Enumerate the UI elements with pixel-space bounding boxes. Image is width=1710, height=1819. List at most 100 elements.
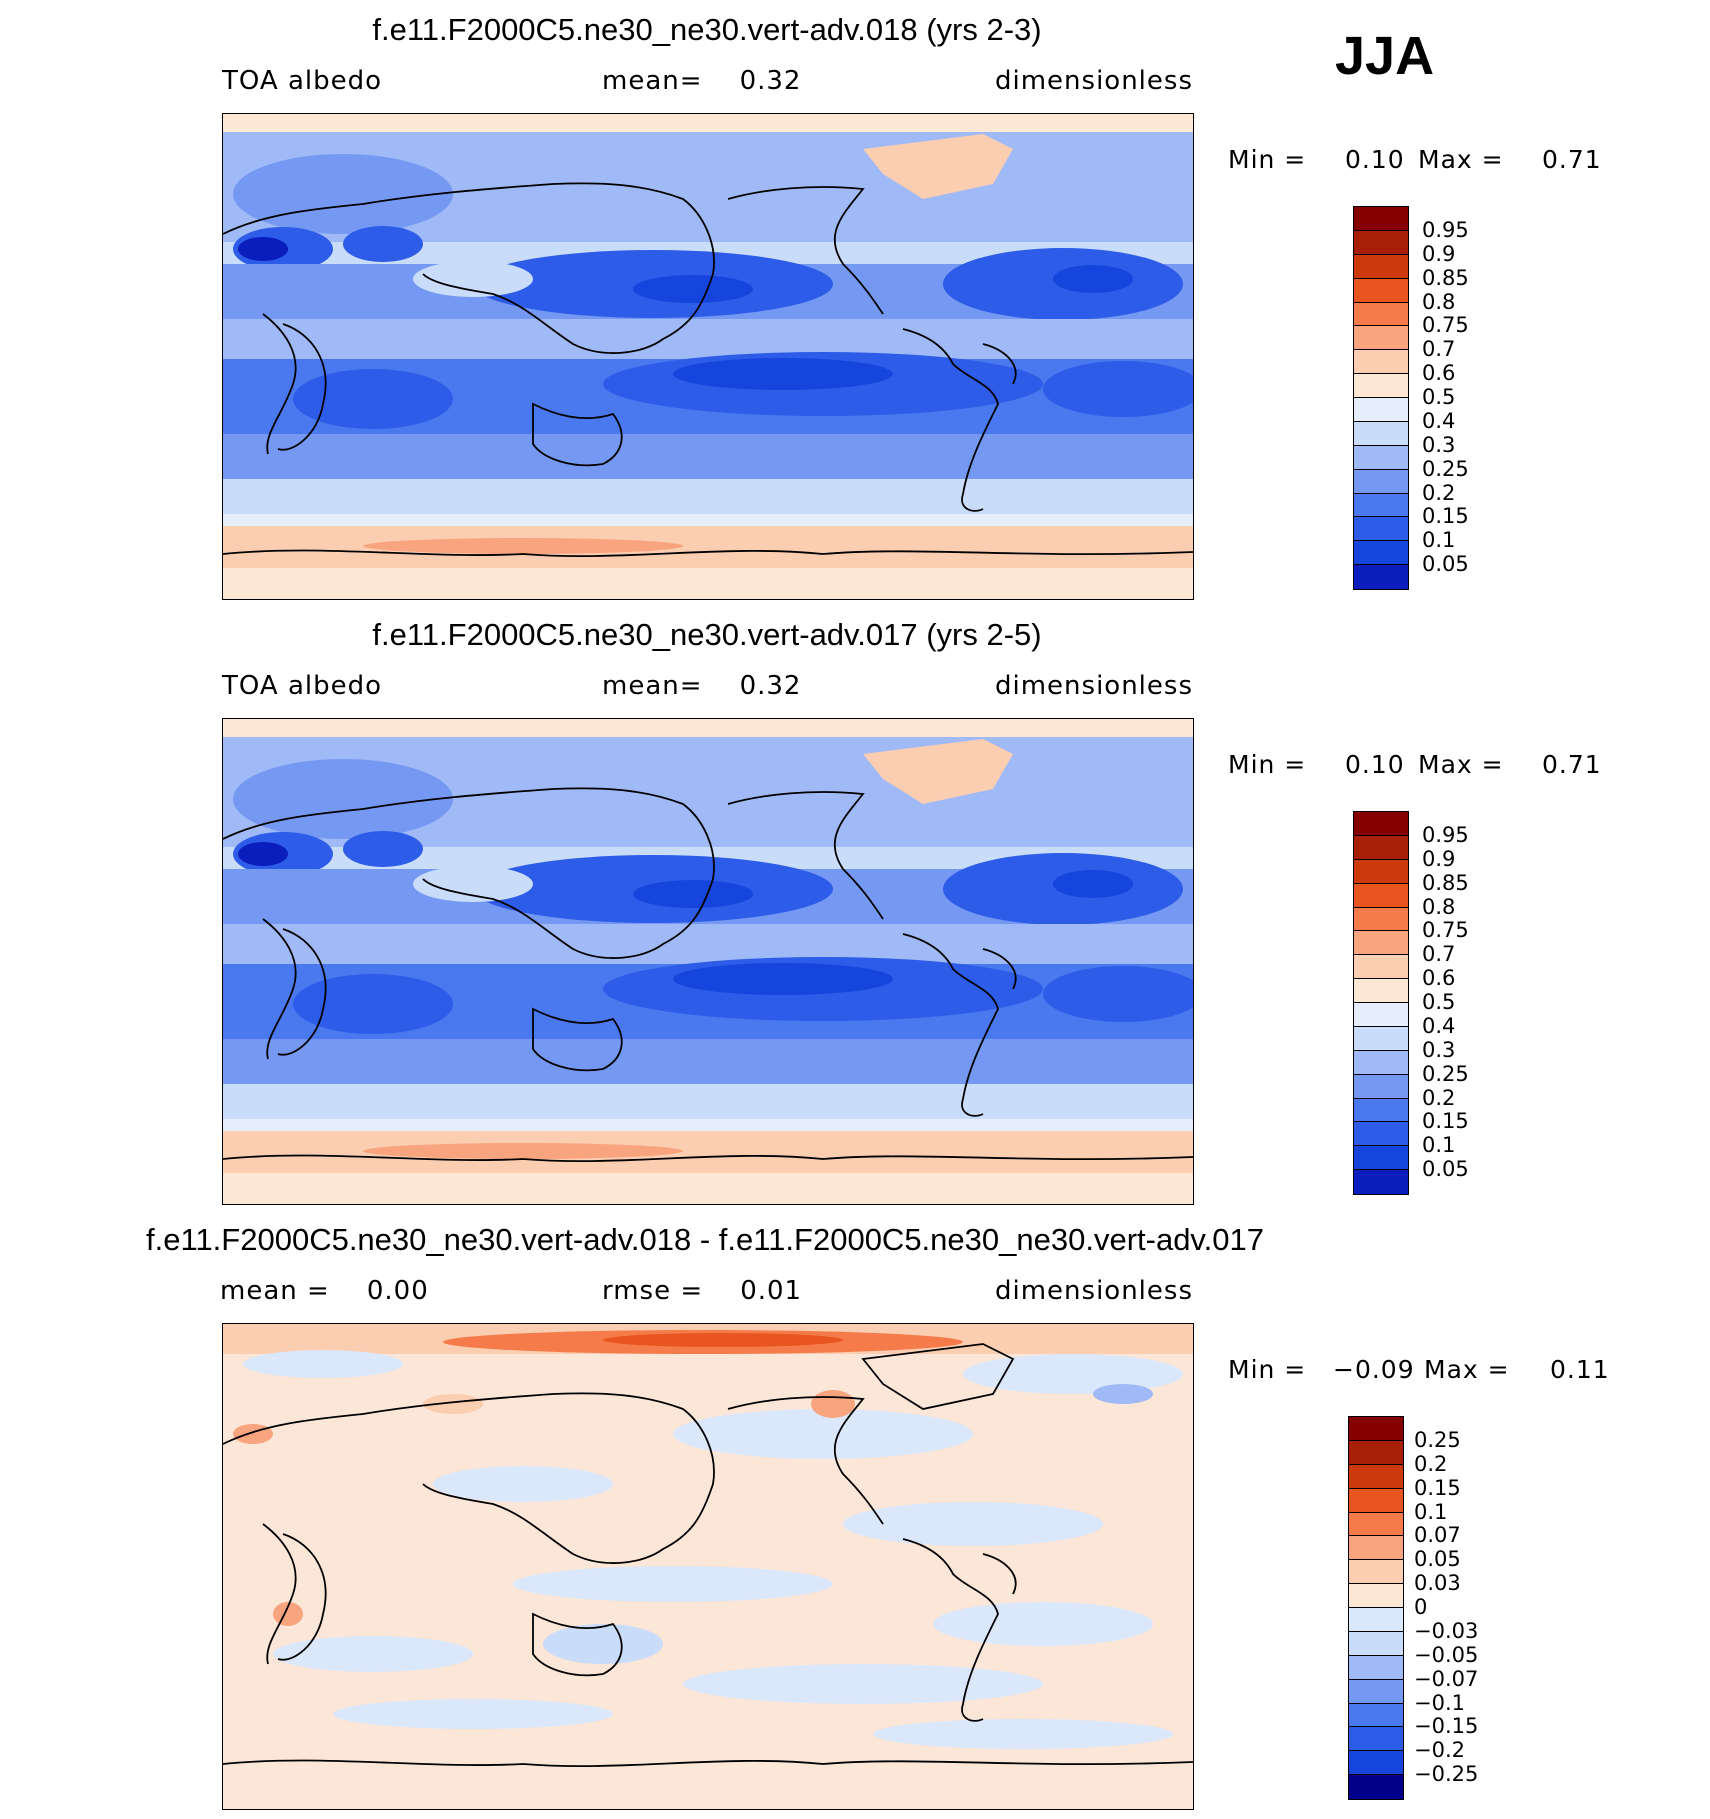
colorbar-tick-label: 0.25 <box>1422 1061 1469 1086</box>
colorbar-tick-label: −0.05 <box>1414 1642 1479 1667</box>
colorbar-swatch <box>1349 1584 1403 1608</box>
colorbar-tick-label: 0.15 <box>1422 1109 1469 1134</box>
panel-2-max-label: Max = <box>1418 750 1504 779</box>
colorbar-tick-label: 0.15 <box>1422 504 1469 529</box>
panel-3-map <box>222 1323 1194 1810</box>
albedo-map-2 <box>223 719 1193 1204</box>
season-label: JJA <box>1335 26 1435 86</box>
colorbar-swatch <box>1349 1536 1403 1561</box>
colorbar-swatch <box>1349 1655 1403 1680</box>
colorbar-tick-label: 0.3 <box>1422 432 1456 457</box>
panel-1-title: f.e11.F2000C5.ne30_ne30.vert-adv.018 (yr… <box>372 12 1042 47</box>
panel-3-units: dimensionless <box>995 1276 1193 1306</box>
colorbar-tick-label: 0.05 <box>1414 1547 1461 1572</box>
colorbar-tick-label: 0.7 <box>1422 942 1456 967</box>
panel-2-units: dimensionless <box>995 671 1193 701</box>
colorbar-swatch <box>1349 1775 1403 1799</box>
panel-1-min-label: Min = <box>1228 145 1307 174</box>
panel-1-map <box>222 113 1194 600</box>
colorbar-tick-label: 0.8 <box>1422 894 1456 919</box>
colorbar-tick-label: 0.85 <box>1422 265 1469 290</box>
colorbar-swatch <box>1354 1146 1408 1171</box>
colorbar-swatch <box>1349 1512 1403 1537</box>
colorbar-swatch <box>1349 1703 1403 1728</box>
colorbar-tick-label: 0.15 <box>1414 1475 1461 1500</box>
colorbar-tick-label: 0.95 <box>1422 217 1469 242</box>
colorbar-swatch <box>1354 207 1408 231</box>
panel-1-max-label: Max = <box>1418 145 1504 174</box>
colorbar-swatch <box>1354 278 1408 303</box>
colorbar-tick-label: 0.75 <box>1422 918 1469 943</box>
colorbar-tick-label: 0.9 <box>1422 846 1456 871</box>
colorbar-tick-label: 0.7 <box>1422 337 1456 362</box>
colorbar-tick-label: 0.03 <box>1414 1571 1461 1596</box>
panel-3-min-label: Min = <box>1228 1355 1307 1384</box>
colorbar-swatch <box>1354 1050 1408 1075</box>
colorbar-tick-label: −0.03 <box>1414 1618 1479 1643</box>
colorbar-swatch <box>1349 1488 1403 1513</box>
colorbar-tick-label: 0.1 <box>1422 1133 1456 1158</box>
colorbar-swatch <box>1354 1003 1408 1027</box>
colorbar-swatch <box>1354 326 1408 351</box>
colorbar-tick-label: 0.25 <box>1422 456 1469 481</box>
colorbar-swatch <box>1354 835 1408 860</box>
colorbar-swatch <box>1354 469 1408 494</box>
colorbar-tick-label: −0.07 <box>1414 1666 1479 1691</box>
panel-2-map <box>222 718 1194 1205</box>
panel-1-max-value: 0.71 <box>1542 145 1602 174</box>
colorbar-swatch <box>1354 883 1408 908</box>
colorbar-swatch <box>1354 445 1408 470</box>
colorbar-tick-label: −0.25 <box>1414 1762 1479 1787</box>
colorbar-tick-label: 0.05 <box>1422 1157 1469 1182</box>
panel-3-colorbar-ticks: 0.25 0.2 0.15 0.1 0.07 0.05 0.03 0 −0.03 −0.05 −0.… <box>1414 1416 1504 1800</box>
colorbar-tick-label: 0.2 <box>1422 480 1456 505</box>
panel-2-colorbar <box>1353 811 1409 1195</box>
colorbar-swatch <box>1354 812 1408 836</box>
colorbar-swatch <box>1349 1464 1403 1489</box>
panel-1-variable: TOA albedo <box>222 66 383 96</box>
colorbar-tick-label: 0.95 <box>1422 822 1469 847</box>
colorbar-swatch <box>1349 1440 1403 1465</box>
colorbar-tick-label: −0.15 <box>1414 1714 1479 1739</box>
colorbar-tick-label: 0 <box>1414 1595 1428 1619</box>
colorbar-swatch <box>1354 1026 1408 1051</box>
colorbar-tick-label: 0.5 <box>1422 385 1456 409</box>
panel-2-title: f.e11.F2000C5.ne30_ne30.vert-adv.017 (yr… <box>372 617 1042 652</box>
colorbar-swatch <box>1349 1631 1403 1656</box>
colorbar-swatch <box>1354 302 1408 327</box>
colorbar-swatch <box>1354 230 1408 255</box>
panel-3-rmse: rmse = 0.01 <box>602 1276 803 1306</box>
colorbar-swatch <box>1354 398 1408 422</box>
panel-1-colorbar-ticks: 0.95 0.9 0.85 0.8 0.75 0.7 0.6 0.5 0.4 0.3 0.25 0.2… <box>1422 206 1502 590</box>
colorbar-swatch <box>1354 254 1408 279</box>
colorbar-tick-label: 0.85 <box>1422 870 1469 895</box>
colorbar-tick-label: 0.75 <box>1422 313 1469 338</box>
colorbar-tick-label: 0.4 <box>1422 1013 1456 1038</box>
colorbar-tick-label: 0.6 <box>1422 361 1456 386</box>
colorbar-tick-label: −0.2 <box>1414 1738 1465 1763</box>
colorbar-swatch <box>1349 1679 1403 1704</box>
colorbar-tick-label: 0.6 <box>1422 966 1456 991</box>
colorbar-tick-label: −0.1 <box>1414 1690 1465 1715</box>
colorbar-swatch <box>1349 1417 1403 1441</box>
colorbar-swatch <box>1349 1560 1403 1585</box>
panel-1-mean: mean= 0.32 <box>602 66 802 96</box>
colorbar-swatch <box>1354 1098 1408 1123</box>
colorbar-swatch <box>1354 541 1408 566</box>
colorbar-swatch <box>1354 955 1408 980</box>
panel-3-max-label: Max = <box>1424 1355 1510 1384</box>
colorbar-tick-label: 0.4 <box>1422 408 1456 433</box>
panel-2-max-value: 0.71 <box>1542 750 1602 779</box>
panel-2-variable: TOA albedo <box>222 671 383 701</box>
colorbar-swatch <box>1349 1751 1403 1776</box>
colorbar-swatch <box>1354 421 1408 446</box>
colorbar-swatch <box>1349 1727 1403 1752</box>
panel-1-min-value: 0.10 <box>1345 145 1405 174</box>
colorbar-tick-label: 0.25 <box>1414 1427 1461 1452</box>
colorbar-swatch <box>1354 1170 1408 1194</box>
colorbar-swatch <box>1354 931 1408 956</box>
panel-3-mean: mean = 0.00 <box>220 1276 429 1306</box>
panel-2-min-label: Min = <box>1228 750 1307 779</box>
colorbar-tick-label: 0.3 <box>1422 1037 1456 1062</box>
colorbar-swatch <box>1354 859 1408 884</box>
